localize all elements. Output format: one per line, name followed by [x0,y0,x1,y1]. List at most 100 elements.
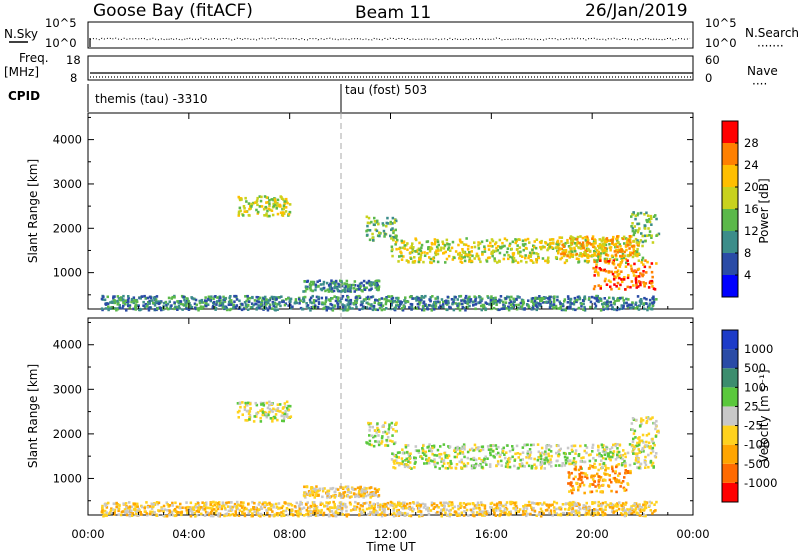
echo-cell [572,236,575,240]
echo-cell [330,487,334,491]
echo-cell [425,507,428,511]
echo-cell [535,466,538,470]
echo-cell [572,459,575,463]
echo-cell [598,475,601,478]
echo-cell [621,480,625,483]
echo-cell [329,299,332,302]
echo-cell [333,502,336,506]
echo-cell [456,452,460,456]
echo-cell [484,308,488,311]
echo-cell [594,268,598,272]
echo-cell [539,454,543,458]
echo-cell [596,510,599,514]
echo-cell [549,242,553,245]
echo-cell [270,209,274,212]
echo-cell [362,496,365,499]
echo-cell [254,506,257,509]
echo-cell [444,250,447,254]
echo-cell [166,302,170,306]
echo-cell [497,451,500,455]
echo-cell [443,505,446,509]
echo-cell [505,462,508,465]
echo-cell [463,447,466,451]
echo-cell [194,306,197,310]
echo-cell [569,249,573,253]
echo-cell [559,307,562,310]
echo-cell [587,467,591,470]
echo-cell [578,476,581,479]
echo-cell [603,268,606,272]
echo-cell [638,304,641,308]
echo-cell [521,451,525,454]
echo-cell [604,505,607,509]
echo-cell [611,272,615,276]
echo-cell [632,211,635,214]
echo-cell [529,259,532,262]
echo-cell [595,294,598,298]
echo-cell [208,513,211,517]
echo-cell [560,252,563,256]
echo-cell [303,280,306,283]
echo-cell [383,508,386,511]
echo-cell [549,511,553,515]
echo-cell [524,510,528,513]
echo-cell [574,475,577,479]
echo-cell [240,308,244,312]
echo-cell [378,508,382,511]
echo-cell [395,421,398,425]
echo-cell [621,252,625,256]
echo-cell [298,297,301,301]
echo-cell [469,298,473,301]
echo-cell [306,279,310,283]
echo-cell [367,279,371,283]
echo-cell [641,234,644,238]
echo-cell [537,256,540,260]
echo-cell [238,409,241,413]
echo-cell [322,513,325,517]
echo-cell [599,246,602,249]
echo-cell [592,245,595,248]
echo-cell [647,453,650,457]
echo-cell [480,308,483,312]
echo-cell [334,514,337,518]
echo-cell [570,448,574,452]
echo-cell [624,245,628,248]
echo-cell [249,407,252,410]
echo-cell [552,242,555,245]
echo-cell [560,236,564,239]
echo-cell [505,508,509,511]
echo-cell [276,202,279,205]
echo-cell [600,443,604,447]
echo-cell [408,466,412,469]
echo-cell [203,502,206,505]
echo-cell [471,254,474,258]
echo-cell [527,299,530,302]
echo-cell [232,513,236,517]
echo-cell [115,501,118,505]
echo-cell [413,306,417,310]
echo-cell [446,467,449,470]
echo-cell [358,507,362,510]
echo-cell [603,259,607,263]
echo-cell [143,506,146,510]
echo-cell [406,444,410,447]
echo-cell [160,308,163,312]
echo-cell [323,487,326,490]
echo-cell [462,514,466,517]
echo-cell [571,253,575,256]
echo-cell [380,302,383,305]
echo-cell [305,503,308,506]
echo-cell [567,245,571,248]
echo-cell [272,198,275,202]
echo-cell [444,301,448,305]
echo-cell [160,506,163,509]
echo-cell [604,451,608,454]
echo-cell [525,303,529,306]
echo-cell [396,503,400,506]
echo-cell [572,477,575,481]
echo-cell [598,507,602,511]
echo-cell [346,309,349,312]
echo-cell [601,242,605,246]
echo-cell [363,286,366,289]
echo-cell [481,503,485,507]
